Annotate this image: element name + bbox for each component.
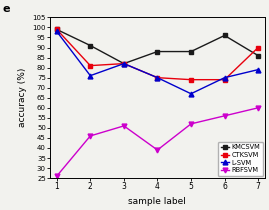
X-axis label: sample label: sample label <box>129 197 186 206</box>
KMCSVM <box>55 28 58 31</box>
L-SVM <box>122 62 125 65</box>
RBFSVM <box>156 149 159 151</box>
Text: e: e <box>3 4 10 14</box>
KMCSVM <box>223 34 226 37</box>
KMCSVM <box>89 44 92 47</box>
L-SVM <box>89 74 92 77</box>
RBFSVM <box>223 115 226 117</box>
RBFSVM <box>89 135 92 137</box>
RBFSVM <box>55 175 58 177</box>
CTKSVM <box>189 78 193 81</box>
Line: RBFSVM: RBFSVM <box>54 105 261 178</box>
KMCSVM <box>156 50 159 53</box>
Legend: KMCSVM, CTKSVM, L-SVM, RBFSVM: KMCSVM, CTKSVM, L-SVM, RBFSVM <box>218 142 263 176</box>
L-SVM <box>189 92 193 95</box>
KMCSVM <box>189 50 193 53</box>
RBFSVM <box>189 123 193 125</box>
Y-axis label: accuracy (%): accuracy (%) <box>18 68 27 127</box>
CTKSVM <box>156 76 159 79</box>
CTKSVM <box>55 28 58 31</box>
CTKSVM <box>257 46 260 49</box>
Line: L-SVM: L-SVM <box>54 29 261 96</box>
L-SVM <box>257 68 260 71</box>
CTKSVM <box>89 64 92 67</box>
Line: KMCSVM: KMCSVM <box>54 27 261 66</box>
Line: CTKSVM: CTKSVM <box>54 27 261 82</box>
KMCSVM <box>122 62 125 65</box>
CTKSVM <box>122 62 125 65</box>
KMCSVM <box>257 54 260 57</box>
L-SVM <box>55 30 58 33</box>
RBFSVM <box>122 125 125 127</box>
L-SVM <box>223 76 226 79</box>
L-SVM <box>156 76 159 79</box>
CTKSVM <box>223 78 226 81</box>
RBFSVM <box>257 106 260 109</box>
